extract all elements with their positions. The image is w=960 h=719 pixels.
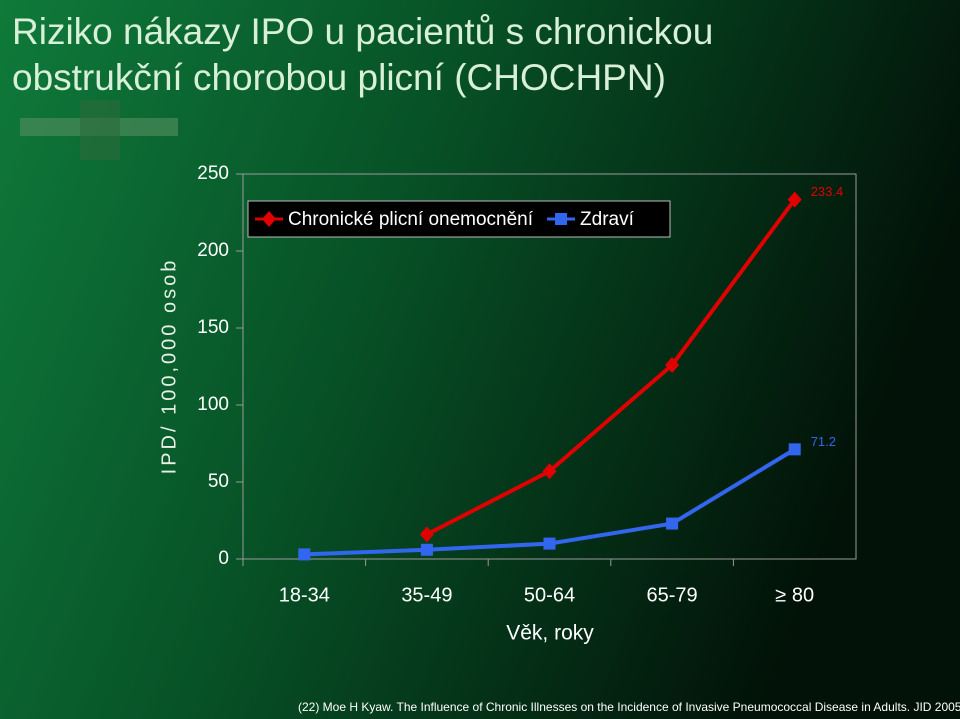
plot-frame xyxy=(242,173,857,560)
y-tick-label: 150 xyxy=(197,317,229,338)
x-tick-label: 65-79 xyxy=(647,584,698,606)
y-tick-label: 250 xyxy=(197,163,229,184)
legend-marker xyxy=(555,213,568,225)
legend-label: Zdraví xyxy=(580,209,635,230)
legend-box xyxy=(247,200,671,238)
series-line xyxy=(425,198,797,537)
y-tick-label: 0 xyxy=(218,548,229,569)
data-label: 71.2 xyxy=(811,434,836,449)
x-tick-label: 50-64 xyxy=(524,584,575,606)
y-tick-label: 200 xyxy=(197,240,229,261)
data-label: 233.4 xyxy=(811,184,844,199)
x-axis-label: Věk, roky xyxy=(506,622,594,645)
x-tick-label: 18-34 xyxy=(279,584,330,606)
decor xyxy=(80,100,120,160)
x-tick-label: 35-49 xyxy=(401,584,452,606)
data-point xyxy=(298,548,311,561)
x-tick-label: ≥ 80 xyxy=(775,584,814,606)
data-point xyxy=(420,543,433,556)
legend-marker xyxy=(262,211,276,227)
y-tick-label: 100 xyxy=(197,394,229,415)
data-point xyxy=(666,517,679,530)
data-point xyxy=(543,537,556,550)
y-tick-label: 50 xyxy=(208,471,229,492)
data-point xyxy=(788,443,801,456)
source: (22) Moe H Kyaw. The Influence of Chroni… xyxy=(298,700,960,714)
y-axis-label: IPD/ 100,000 osob xyxy=(158,258,180,475)
data-point xyxy=(542,463,557,480)
data-point xyxy=(787,191,802,208)
chart-title: Riziko nákazy IPO u pacientů s chronicko… xyxy=(12,11,713,98)
data-point xyxy=(419,526,434,543)
legend-label: Chronické plicní onemocnění xyxy=(288,209,534,230)
data-point xyxy=(665,356,680,373)
